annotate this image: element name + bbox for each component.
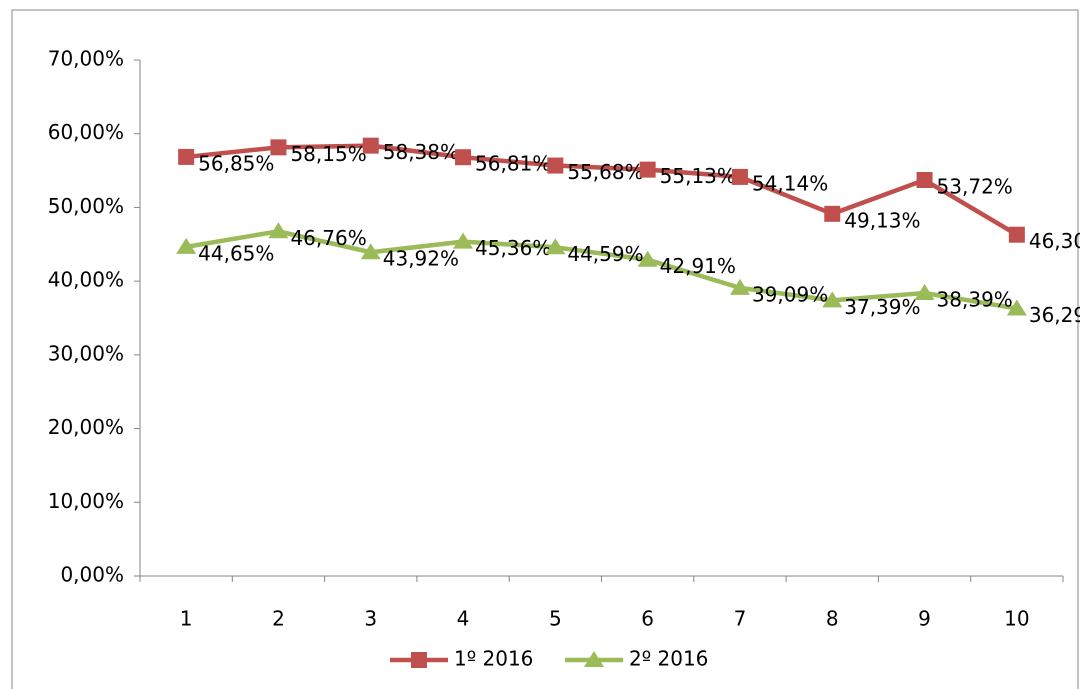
data-label: 46,76% <box>290 226 366 250</box>
marker <box>731 168 748 185</box>
marker <box>268 222 289 239</box>
data-label: 44,59% <box>567 242 643 266</box>
x-tick-label: 8 <box>826 607 839 631</box>
x-tick-label: 6 <box>641 607 654 631</box>
data-label: 58,38% <box>383 140 459 164</box>
legend-label: 1º 2016 <box>454 647 533 671</box>
y-tick-label: 30,00% <box>48 341 124 365</box>
x-tick-label: 9 <box>918 607 931 631</box>
marker <box>362 137 379 154</box>
chart-frame <box>11 9 1079 689</box>
marker <box>916 172 933 189</box>
data-label: 43,92% <box>383 247 459 271</box>
x-tick-label: 4 <box>457 607 470 631</box>
x-tick-label: 1 <box>180 607 193 631</box>
series-line <box>185 229 1018 311</box>
data-label: 36,29% <box>1029 303 1080 327</box>
marker <box>914 284 935 301</box>
y-tick-label: 70,00% <box>48 47 124 71</box>
marker <box>1006 299 1027 316</box>
y-tick-label: 60,00% <box>48 120 124 144</box>
marker <box>453 232 474 249</box>
marker <box>270 139 287 156</box>
marker <box>360 243 381 260</box>
marker <box>729 278 750 295</box>
x-tick-label: 10 <box>1004 607 1029 631</box>
marker <box>411 652 427 668</box>
y-tick-label: 0,00% <box>60 563 124 587</box>
data-label: 49,13% <box>844 208 920 232</box>
x-tick-label: 2 <box>272 607 285 631</box>
data-label: 44,65% <box>198 241 274 265</box>
marker <box>178 148 195 165</box>
data-label: 45,36% <box>475 236 551 260</box>
x-tick-label: 7 <box>734 607 747 631</box>
data-label: 58,15% <box>290 142 366 166</box>
data-label: 53,72% <box>937 175 1013 199</box>
marker <box>639 161 656 178</box>
legend-label: 2º 2016 <box>629 647 708 671</box>
marker <box>1008 226 1025 243</box>
data-label: 37,39% <box>844 295 920 319</box>
data-label: 56,85% <box>198 151 274 175</box>
y-tick-label: 20,00% <box>48 415 124 439</box>
marker <box>822 291 843 308</box>
data-label: 56,81% <box>475 152 551 176</box>
y-tick-label: 40,00% <box>48 268 124 292</box>
y-tick-label: 10,00% <box>48 489 124 513</box>
data-label: 46,30% <box>1029 229 1080 253</box>
data-label: 42,91% <box>660 254 736 278</box>
series-line <box>185 143 1018 237</box>
data-label: 39,09% <box>752 282 828 306</box>
marker <box>637 250 658 267</box>
data-label: 38,39% <box>937 288 1013 312</box>
y-tick-label: 50,00% <box>48 194 124 218</box>
marker <box>547 157 564 174</box>
marker <box>545 238 566 255</box>
x-tick-label: 3 <box>364 607 377 631</box>
marker <box>176 237 197 254</box>
marker <box>584 651 604 667</box>
x-tick-label: 5 <box>549 607 562 631</box>
data-label: 55,13% <box>660 164 736 188</box>
marker <box>824 205 841 222</box>
data-label: 54,14% <box>752 171 828 195</box>
marker <box>455 149 472 166</box>
data-label: 55,68% <box>567 160 643 184</box>
